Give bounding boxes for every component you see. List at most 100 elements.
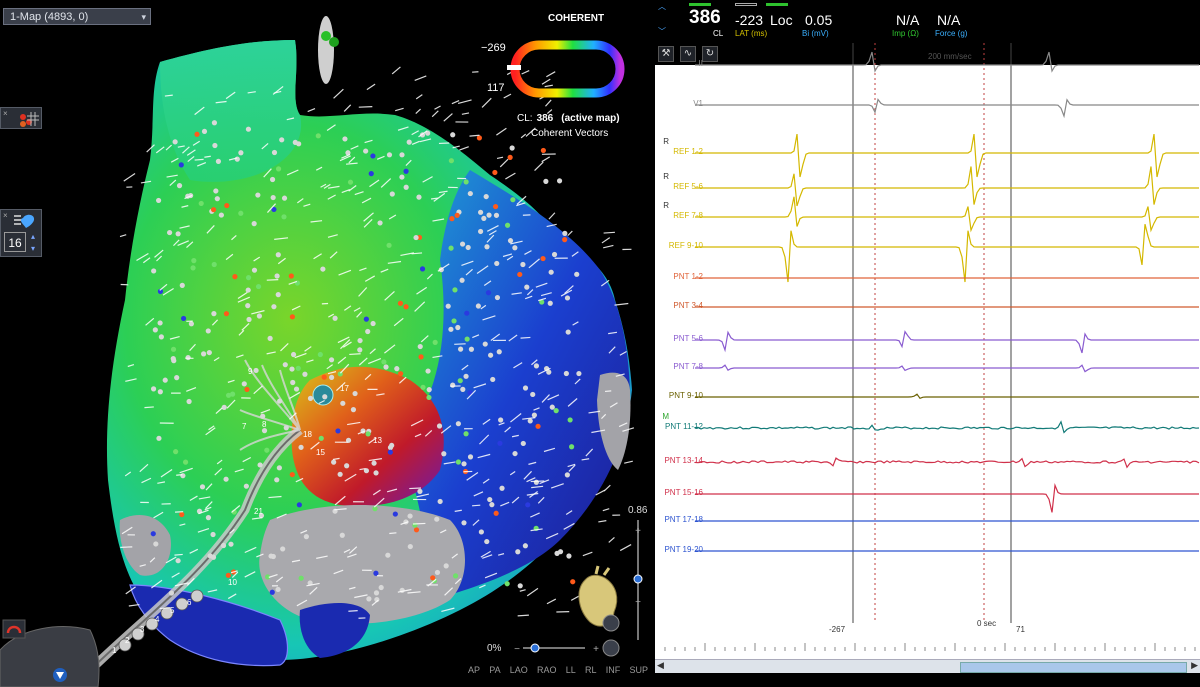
mapping-point [484, 538, 490, 545]
zoom-slider[interactable]: + − [633, 520, 643, 640]
mapping-point [298, 575, 304, 581]
close-icon[interactable]: × [3, 109, 8, 118]
view-lao[interactable]: LAO [509, 665, 528, 675]
orientation-icon[interactable] [318, 16, 339, 84]
mapping-point [569, 444, 575, 450]
mapping-point [363, 468, 370, 474]
vector-arrow [350, 145, 359, 150]
vector-arrow [291, 305, 301, 311]
vector-arrow [120, 546, 133, 548]
ecg-traces[interactable] [655, 43, 1200, 663]
mapping-point [321, 374, 327, 380]
mapping-point [357, 337, 363, 344]
vector-arrow [482, 478, 490, 484]
mapping-point [459, 241, 466, 247]
map-canvas[interactable]: + − − + [0, 0, 655, 687]
vector-arrow [192, 140, 201, 146]
spin-up-icon[interactable]: ▴ [31, 232, 36, 241]
view-ap[interactable]: AP [468, 665, 481, 675]
navigation-compass[interactable] [0, 626, 100, 687]
vector-arrow [411, 140, 420, 146]
vector-arrow [165, 144, 173, 151]
vector-arrow [169, 335, 180, 340]
vector-arrow [306, 359, 314, 363]
channel-prefix: M [662, 412, 669, 421]
time-scrollbar[interactable]: ◀ ▶ [655, 659, 1200, 674]
vector-arrow [588, 410, 601, 414]
mapping-point [574, 271, 580, 277]
vector-arrow [347, 553, 357, 558]
view-pa[interactable]: PA [489, 665, 501, 675]
vector-arrow [510, 240, 523, 245]
vector-arrow [334, 495, 346, 506]
mapping-point [520, 261, 526, 268]
vector-arrow [528, 258, 540, 269]
channel-label: PNT 1-2 [673, 272, 703, 281]
mapping-point [450, 132, 456, 138]
mapping-point [563, 370, 569, 377]
vector-arrow [548, 212, 556, 220]
heart-orientation-icon[interactable] [578, 565, 618, 627]
vector-arrow [227, 593, 237, 600]
vector-arrow [344, 473, 357, 482]
mapping-point [517, 583, 523, 589]
mapping-point [277, 398, 283, 404]
vector-arrow [482, 315, 496, 321]
collapse-down-icon[interactable]: ﹀ [658, 27, 666, 36]
vector-arrow [534, 161, 544, 171]
view-sup[interactable]: SUP [629, 665, 648, 675]
scroll-right-icon[interactable]: ▶ [1191, 660, 1198, 670]
vector-arrow [591, 429, 606, 434]
map-panel[interactable]: + − − + 1 2 3 4 5 6 7 8 9 10 13 15 17 18 21 1-Map (489… [0, 0, 655, 687]
mapping-point [182, 459, 189, 465]
view-inf[interactable]: INF [605, 665, 621, 675]
signal-plus-icon[interactable]: ∿ [680, 46, 696, 62]
hammer-icon[interactable]: ⚒ [658, 46, 674, 62]
lat-scale-bottom: 117 [487, 82, 505, 94]
point-count-box[interactable]: 16 [4, 232, 26, 252]
vector-arrow [457, 99, 472, 104]
trace-ii [695, 51, 1199, 73]
vector-arrow [125, 586, 136, 595]
mapping-point [162, 377, 168, 383]
view-rao[interactable]: RAO [537, 665, 557, 675]
view-options-icon[interactable] [602, 639, 620, 657]
vector-arrow [228, 157, 238, 161]
ecg-panel[interactable]: ︿ ﹀ 386 CL -223 Loc LAT (ms) 0.05 Bi (mV… [655, 0, 1200, 687]
vector-arrow [560, 289, 573, 297]
mapping-point [547, 300, 553, 306]
vector-arrow [204, 506, 212, 511]
scroll-left-icon[interactable]: ◀ [657, 660, 664, 670]
vector-arrow [434, 105, 441, 110]
vector-arrow [251, 517, 263, 520]
vector-arrow [323, 183, 331, 189]
electrode-number-label: 4 [155, 615, 160, 624]
map-selector[interactable]: 1-Map (4893, 0) ▾ [3, 8, 151, 25]
mapping-point [275, 166, 282, 172]
mapping-point [549, 404, 555, 410]
mapping-point [386, 152, 393, 158]
vector-arrow [177, 240, 189, 247]
scroll-thumb[interactable] [960, 662, 1187, 673]
channel-prefix: R [663, 172, 669, 181]
refresh-icon[interactable]: ↻ [702, 46, 718, 62]
opacity-slider[interactable]: − + [514, 643, 599, 655]
vector-arrow [326, 364, 333, 370]
mapping-point [436, 423, 443, 429]
view-ll[interactable]: LL [565, 665, 576, 675]
view-rl[interactable]: RL [585, 665, 597, 675]
point-filter-tool[interactable]: × 16 ▴ ▾ [0, 209, 42, 257]
reset-view-icon[interactable] [602, 614, 620, 632]
vector-arrow [247, 91, 256, 94]
mapping-point [241, 381, 247, 387]
mapping-point [153, 541, 159, 547]
undo-icon[interactable] [2, 619, 26, 639]
mapping-point [413, 234, 419, 241]
vector-arrow [268, 573, 278, 578]
trace-ref-7-8 [695, 196, 1199, 233]
mapping-point [510, 197, 516, 203]
points-display-tool[interactable]: × [0, 107, 42, 129]
spin-down-icon[interactable]: ▾ [31, 244, 36, 253]
close-icon[interactable]: × [3, 211, 8, 220]
collapse-up-icon[interactable]: ︿ [658, 2, 666, 11]
